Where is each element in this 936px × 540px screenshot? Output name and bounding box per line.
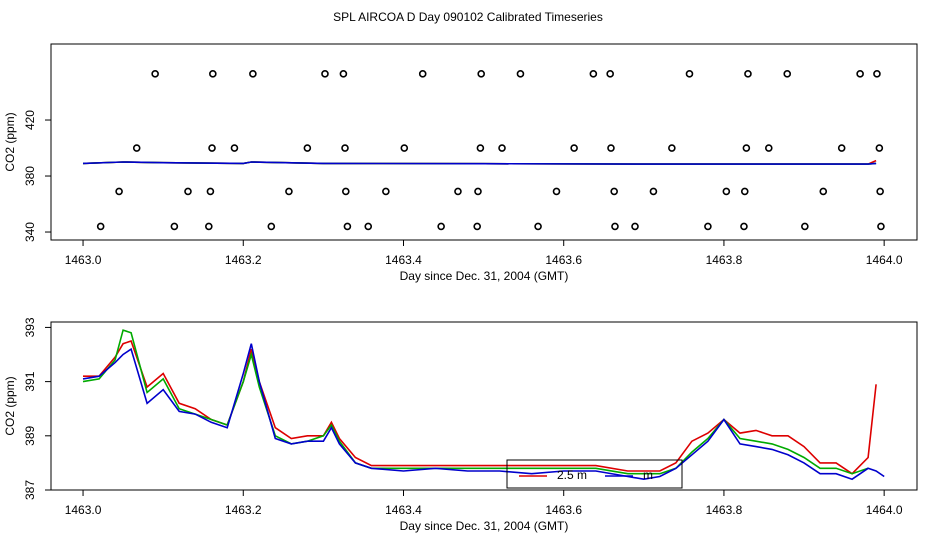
y-tick-label: 393 bbox=[23, 317, 37, 337]
data-point bbox=[115, 187, 123, 196]
x-tick-label: 1463.4 bbox=[385, 503, 422, 517]
data-point bbox=[343, 222, 352, 231]
data-point bbox=[607, 144, 615, 152]
x-tick-label: 1463.2 bbox=[225, 503, 262, 517]
x-tick-label: 1463.8 bbox=[706, 253, 743, 267]
data-point bbox=[267, 222, 276, 231]
data-point bbox=[837, 144, 846, 152]
data-point bbox=[184, 187, 192, 196]
figure-title: SPL AIRCOA D Day 090102 Calibrated Times… bbox=[333, 10, 603, 24]
y-tick-label: 389 bbox=[23, 425, 37, 445]
data-point bbox=[764, 144, 773, 152]
x-axis-label: Day since Dec. 31, 2004 (GMT) bbox=[400, 519, 569, 533]
data-point bbox=[206, 187, 215, 196]
x-tick-label: 1463.0 bbox=[65, 503, 102, 517]
data-point bbox=[740, 222, 748, 231]
data-point bbox=[151, 70, 159, 78]
data-point bbox=[570, 144, 578, 152]
data-point bbox=[875, 144, 884, 152]
data-point bbox=[437, 222, 445, 231]
data-point bbox=[132, 144, 141, 152]
data-point bbox=[516, 70, 525, 78]
data-point bbox=[856, 70, 864, 78]
data-point bbox=[819, 187, 828, 196]
y-tick-label: 380 bbox=[23, 166, 37, 186]
data-point bbox=[400, 144, 409, 152]
data-point bbox=[208, 144, 216, 152]
data-point bbox=[649, 187, 658, 196]
plot-frame bbox=[50, 43, 918, 241]
data-point bbox=[611, 222, 619, 231]
data-line bbox=[83, 339, 877, 475]
data-point bbox=[722, 187, 731, 196]
data-line bbox=[82, 343, 885, 481]
data-point bbox=[589, 70, 598, 78]
x-axis-label: Day since Dec. 31, 2004 (GMT) bbox=[400, 269, 569, 283]
data-point bbox=[552, 187, 561, 196]
data-point bbox=[783, 70, 792, 78]
data-point bbox=[801, 222, 809, 231]
data-point bbox=[873, 70, 881, 78]
x-tick-label: 1463.2 bbox=[225, 253, 262, 267]
x-tick-label: 1463.6 bbox=[545, 503, 582, 517]
data-point bbox=[364, 222, 373, 231]
data-point bbox=[341, 144, 349, 152]
data-point bbox=[631, 222, 639, 231]
legend-label: 2.5 m bbox=[557, 468, 587, 482]
y-tick-label: 340 bbox=[23, 222, 37, 242]
data-point bbox=[498, 144, 506, 152]
y-tick-label: 420 bbox=[23, 110, 37, 130]
data-point bbox=[342, 187, 350, 196]
data-point bbox=[668, 144, 676, 152]
data-point bbox=[877, 222, 885, 231]
data-point bbox=[249, 70, 257, 78]
data-point bbox=[230, 144, 239, 152]
y-axis-label: CO2 (ppm) bbox=[3, 112, 17, 171]
data-point bbox=[382, 187, 390, 196]
data-line bbox=[82, 329, 869, 475]
data-point bbox=[321, 70, 329, 78]
data-point bbox=[170, 222, 179, 231]
data-point bbox=[285, 187, 293, 196]
data-point bbox=[454, 187, 462, 196]
x-tick-label: 1463.6 bbox=[545, 253, 582, 267]
data-point bbox=[303, 144, 312, 152]
legend-label: m bbox=[643, 468, 653, 482]
x-tick-label: 1464.0 bbox=[866, 503, 903, 517]
data-point bbox=[418, 70, 427, 78]
data-point bbox=[685, 70, 694, 78]
data-line bbox=[82, 161, 877, 165]
x-tick-label: 1464.0 bbox=[866, 253, 903, 267]
data-point bbox=[610, 187, 618, 196]
data-point bbox=[205, 222, 213, 231]
data-point bbox=[704, 222, 712, 231]
plot-frame bbox=[50, 321, 918, 491]
data-point bbox=[534, 222, 542, 231]
y-axis-label: CO2 (ppm) bbox=[3, 376, 17, 435]
data-point bbox=[740, 187, 749, 196]
legend-box bbox=[506, 459, 683, 489]
data-point bbox=[473, 222, 481, 231]
data-point bbox=[209, 70, 217, 78]
data-point bbox=[476, 144, 485, 152]
data-point bbox=[876, 187, 884, 196]
data-point bbox=[742, 144, 751, 152]
x-tick-label: 1463.4 bbox=[385, 253, 422, 267]
x-tick-label: 1463.8 bbox=[706, 503, 743, 517]
x-tick-label: 1463.0 bbox=[65, 253, 102, 267]
data-point bbox=[744, 70, 752, 78]
y-tick-label: 391 bbox=[23, 371, 37, 391]
data-point bbox=[474, 187, 482, 196]
data-point bbox=[96, 222, 105, 231]
data-point bbox=[477, 70, 485, 78]
data-point bbox=[606, 70, 614, 78]
data-point bbox=[339, 70, 348, 78]
y-tick-label: 387 bbox=[23, 480, 37, 500]
